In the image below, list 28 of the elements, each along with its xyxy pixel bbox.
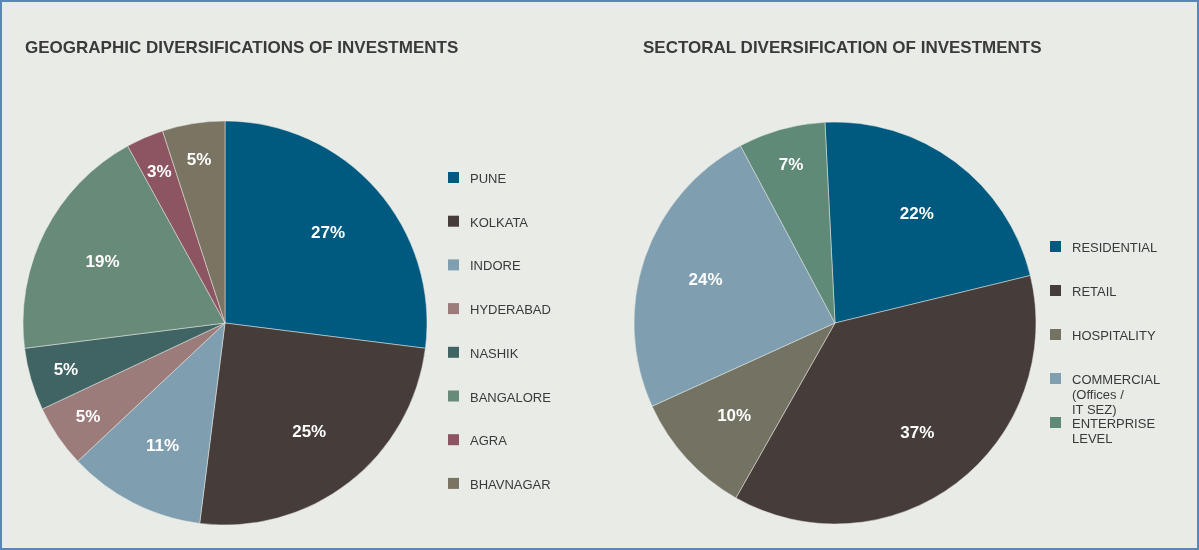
data-label: 3% [146,161,172,181]
data-label: 25% [292,422,327,442]
legend-label: PUNE [470,171,507,186]
data-label: 22% [899,204,934,224]
legend-label: HYDERABAD [470,302,551,318]
legend-label: INDORE [470,258,521,274]
legend-label: RETAIL [1072,284,1117,299]
chart-title: GEOGRAPHIC DIVERSIFICATIONS OF INVESTMENTS [25,38,459,57]
data-label: 24% [688,270,723,290]
data-label: 37% [900,423,935,443]
legend-label: BANGALORE [470,389,552,405]
legend-label: RESIDENTIAL [1072,240,1158,255]
legend-label: NASHIK [470,345,519,361]
legend-label: COMMERCIAL (Offices / IT SEZ) [1072,372,1161,417]
data-label: 19% [85,251,120,271]
legend-label: ENTERPRISE LEVEL [1072,416,1156,446]
data-label: 5% [53,360,79,380]
data-label: 27% [311,223,346,243]
data-label: 7% [778,155,804,175]
legend-label: KOLKATA [470,214,529,230]
chart-title: SECTORAL DIVERSIFICATION OF INVESTMENTS [643,38,1042,57]
legend-label: BHAVNAGAR [470,476,551,492]
data-label: 11% [146,436,180,456]
data-label: 5% [75,407,101,427]
data-label: 10% [717,406,752,426]
data-label: 5% [186,150,212,170]
legend-label: AGRA [470,433,508,449]
legend-label: HOSPITALITY [1072,328,1156,343]
